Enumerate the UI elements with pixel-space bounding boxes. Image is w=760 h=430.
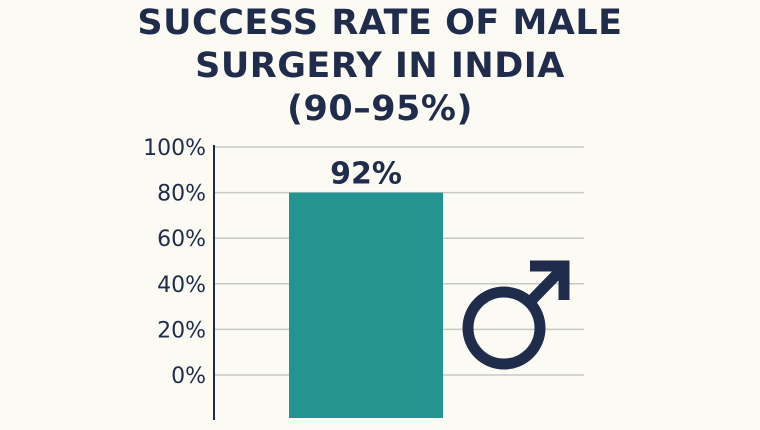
bar <box>289 192 443 418</box>
data-labels: 92% <box>330 157 402 192</box>
bar-data-label: 92% <box>330 157 402 192</box>
chart-title-line-2: SURGERY IN INDIA <box>195 46 565 86</box>
y-tick-label: 80% <box>157 182 206 207</box>
chart-title-line-3: (90–95%) <box>287 89 473 129</box>
bars <box>289 192 443 418</box>
y-tick-label: 0% <box>171 364 206 389</box>
y-axis-tick-labels: 0% 20% 40% 60% 80% 100% <box>143 136 206 389</box>
y-tick-label: 20% <box>157 318 206 343</box>
y-tick-label: 40% <box>157 273 206 298</box>
male-symbol-icon <box>462 260 570 370</box>
y-tick-label: 100% <box>143 136 206 161</box>
y-tick-label: 60% <box>157 227 206 252</box>
chart-title: SUCCESS RATE OF MALE SURGERY IN INDIA (9… <box>0 2 760 131</box>
chart-title-line-1: SUCCESS RATE OF MALE <box>137 3 623 43</box>
